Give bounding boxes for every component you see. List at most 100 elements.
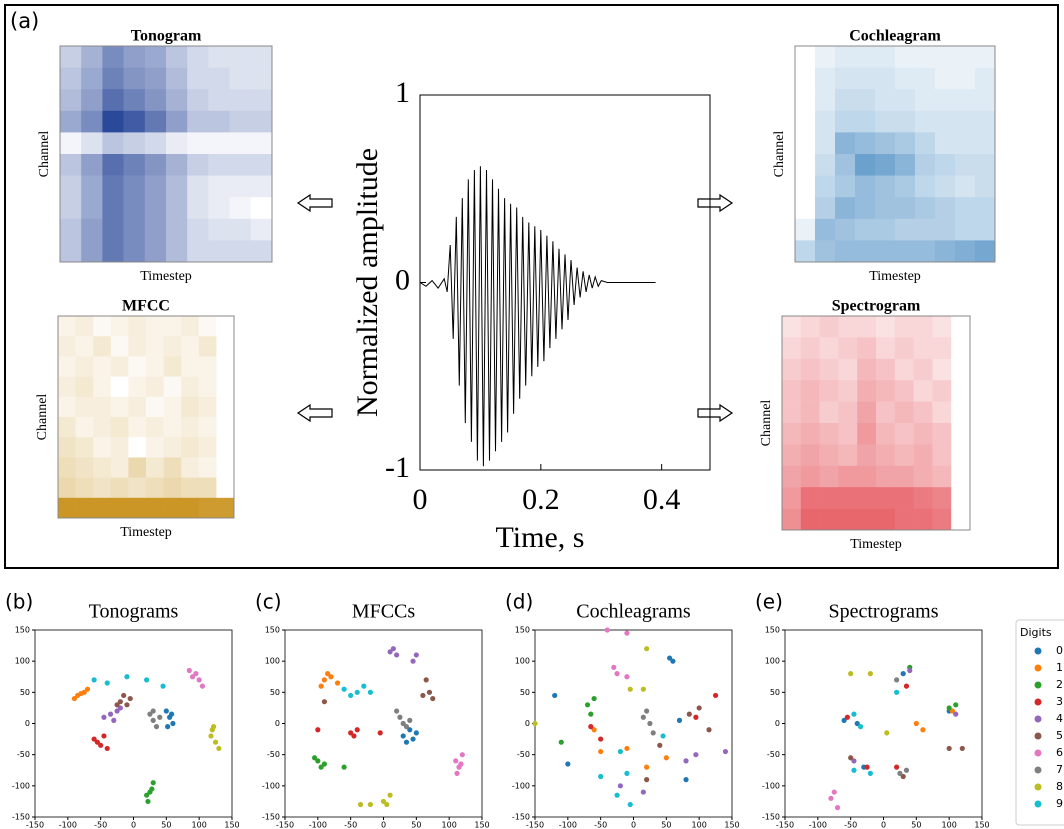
heatmap-cell (955, 218, 976, 241)
x-tick-label: -50 (94, 821, 107, 829)
heatmap-cell (250, 46, 273, 68)
point (410, 736, 416, 742)
x-axis-label: Time, s (496, 521, 585, 554)
legend-marker (1034, 749, 1042, 757)
y-tick-label: 1 (395, 76, 410, 109)
heatmap-cell (81, 154, 103, 176)
point (341, 764, 347, 770)
heatmap-cell (216, 316, 235, 337)
heatmap-cell (875, 67, 896, 90)
point (604, 627, 610, 633)
heatmap-cell (913, 423, 933, 445)
heatmap-cell (895, 67, 916, 90)
heatmap-cell (815, 154, 836, 176)
heatmap-cell (915, 67, 936, 90)
x-tick-label: -50 (844, 821, 857, 829)
x-tick-label: -150 (276, 821, 294, 829)
heatmap-cell (838, 508, 858, 531)
heatmap-cell (250, 197, 273, 220)
heatmap-cell (815, 240, 836, 263)
heatmap-cell (876, 358, 896, 381)
heatmap-cell (166, 154, 188, 176)
heatmap-cell (198, 376, 217, 398)
heatmap-cell (110, 477, 129, 499)
heatmap-cell (229, 197, 252, 220)
point (407, 727, 413, 733)
heatmap-cell (915, 197, 936, 220)
point (168, 711, 175, 717)
legend-marker (1034, 732, 1042, 740)
heatmap-frame (59, 45, 273, 263)
x-tick-label: 0 (881, 821, 886, 829)
x-tick-label: 50 (411, 821, 421, 829)
y-axis-label: Channel (772, 131, 787, 178)
heatmap-cell (93, 356, 112, 377)
heatmap-cell (855, 110, 876, 133)
heatmap-cell (60, 154, 82, 176)
heatmap-cell (876, 337, 896, 360)
point (147, 711, 153, 717)
panel-label: (e) (755, 590, 783, 614)
legend-label: 8 (1056, 780, 1063, 793)
waveform (419, 166, 656, 467)
point (617, 783, 623, 789)
heatmap-cell (782, 508, 802, 531)
point (588, 711, 594, 717)
point (186, 667, 192, 674)
legend-marker (1034, 681, 1042, 689)
x-tick-label: 50 (911, 821, 921, 829)
heatmap-cell (951, 423, 971, 445)
point (848, 755, 854, 761)
point (591, 695, 597, 702)
heatmap-cell (216, 497, 235, 519)
point (111, 717, 117, 723)
x-tick-label: 150 (224, 821, 239, 829)
point (84, 686, 91, 692)
heatmap-cell (800, 316, 820, 338)
heatmap-cell (819, 380, 839, 402)
heatmap-cell (894, 465, 914, 488)
heatmap-cell (146, 437, 164, 458)
point (318, 764, 324, 770)
heatmap-cell (876, 508, 896, 531)
heatmap-cell (800, 337, 820, 360)
point (722, 748, 729, 755)
point (384, 801, 390, 808)
heatmap-cell (81, 46, 103, 68)
heatmap-cell (932, 444, 952, 467)
heatmap-cell (955, 110, 976, 133)
heatmap-cell (102, 67, 124, 90)
heatmap-cell (815, 110, 836, 133)
heatmap-cell (181, 396, 200, 418)
point (686, 711, 692, 717)
arrow (296, 403, 333, 423)
heatmap-cell (913, 465, 933, 488)
y-tick-label: 50 (20, 688, 30, 697)
y-axis-label: Channel (759, 400, 774, 447)
chart-title: Spectrograms (829, 601, 939, 623)
point (94, 739, 100, 745)
heatmap-cell (951, 316, 971, 338)
point (328, 674, 334, 680)
heatmap-cell (250, 154, 273, 176)
heatmap-cell (838, 465, 858, 488)
heatmap-cell (144, 218, 167, 241)
point (321, 677, 327, 683)
heatmap-cell (75, 356, 94, 377)
heatmap-cell (819, 465, 839, 488)
x-tick-label: -150 (26, 821, 44, 829)
heatmap-cell (166, 110, 188, 133)
heatmap-cell (198, 457, 217, 478)
x-tick-label: 50 (661, 821, 671, 829)
point (420, 692, 426, 699)
heatmap-cell (81, 197, 103, 220)
heatmap-cell (795, 197, 816, 220)
heatmap-cell (102, 46, 124, 68)
heatmap-cell (855, 218, 876, 241)
plot-frame (534, 629, 733, 818)
x-tick-label: 150 (474, 821, 489, 829)
heatmap-cell (819, 444, 839, 467)
heatmap-cell (795, 154, 816, 176)
heatmap-cell (932, 358, 952, 381)
heatmap-cell (181, 356, 200, 377)
